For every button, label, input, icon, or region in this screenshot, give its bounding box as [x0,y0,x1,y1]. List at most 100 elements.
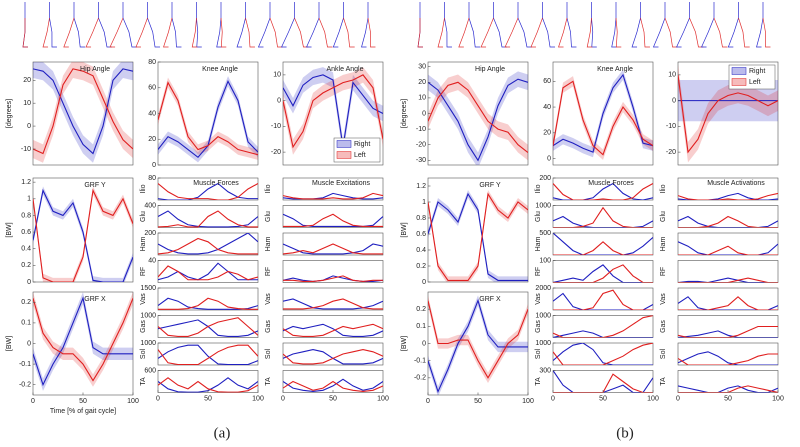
plot-area [678,215,778,228]
y-axis-label: Ilio [535,184,542,193]
y-tick-label: 0 [152,162,156,169]
y-tick-label: 0 [27,123,31,130]
series-line [283,243,383,255]
chart-title: GRF Y [479,182,501,189]
series-line [553,241,653,255]
y-tick-label: 0.6 [21,229,31,236]
chart-title: Muscle Activations [707,180,765,187]
series-line [553,315,653,338]
series-line [678,192,778,200]
spread-band [428,295,528,383]
stick-leg [615,17,622,48]
series-line [158,297,258,310]
plot-area [33,292,133,391]
series-line [553,182,653,200]
stick-leg [504,17,519,48]
y-tick-label: 1000 [535,312,551,319]
spread-band [428,190,528,282]
x-tick-label: 50 [79,398,87,405]
y-tick-label: 300 [539,367,551,374]
plot-frame [157,342,259,366]
x-axis-label: Time [% of gait cycle] [50,408,116,415]
stick-leg [458,17,470,48]
stick-leg [676,17,690,48]
series-line [283,298,383,310]
chart-title: Knee Angle [202,66,238,73]
stick-leg [73,17,86,48]
series-line [158,233,258,255]
y-axis-label: Vas [140,293,147,305]
x-tick-label: 50 [724,395,732,402]
plot-frame [282,315,384,338]
y-tick-label: 0 [277,97,281,104]
y-axis-label: Gas [140,320,147,333]
y-axis-label: TA [265,377,272,386]
plot-area [553,182,653,200]
series-line [678,215,778,228]
y-tick-label: 0.6 [416,231,426,238]
spread-band [158,76,258,163]
y-tick-label: 1000 [140,340,156,347]
y-axis-label: Sol [660,349,667,360]
series-line [158,237,258,255]
stick-leg [542,17,556,48]
y-axis-label: [degrees] [401,99,408,128]
y-axis-label: RF [265,267,272,276]
chart-title: Muscle Forces [588,180,634,187]
series-line [428,300,528,379]
series-line [553,343,653,365]
series-line [158,210,258,228]
stick-leg [220,17,227,48]
stick-leg [664,17,678,48]
x-tick-label: 0 [156,395,160,402]
stick-leg [236,17,246,48]
y-tick-label: 0.4 [416,247,426,254]
plot-frame [677,177,779,201]
stick-leg [493,17,507,48]
stick-leg [437,17,445,48]
plot-frame [552,342,654,366]
series-line [678,351,778,365]
stick-leg [191,17,198,48]
y-tick-label: -0.1 [414,358,426,365]
y-tick-label: 0.1 [21,320,31,327]
series-line [678,296,778,310]
series-line [553,373,653,393]
y-axis-label: Gas [660,320,667,333]
y-axis-label: [BW] [401,336,408,351]
y-axis-label: Ham [660,236,667,251]
plot-area [428,71,528,165]
panel-label: (b) [616,425,634,441]
y-tick-label: 1.2 [416,183,426,190]
stick-leg [245,17,255,48]
stick-leg [257,17,271,48]
y-axis-label: Sol [265,349,272,360]
y-axis-label: Ham [535,236,542,251]
plot-area [553,343,653,365]
plot-frame [157,287,259,311]
chart-title: Muscle Forces [193,180,239,187]
series-line [283,380,383,392]
plot-frame [552,260,654,283]
y-tick-label: 0 [422,279,426,286]
y-tick-label: 200 [539,175,551,182]
plot-area [158,76,258,163]
series-line [553,80,653,156]
plot-area [553,264,653,283]
y-tick-label: 0 [27,340,31,347]
y-axis-label: [BW] [6,336,13,351]
legend-swatch [336,140,352,148]
spread-band [33,292,133,387]
stick-figures [22,2,376,48]
series-line [158,265,258,281]
stick-leg [640,17,650,48]
stick-leg [163,17,173,48]
y-tick-label: 0 [672,97,676,104]
series-line [428,78,528,162]
y-axis-label: Ham [265,236,272,251]
series-line [283,323,383,337]
plot-area [158,210,258,228]
series-line [428,192,528,281]
y-tick-label: -10 [271,123,281,130]
